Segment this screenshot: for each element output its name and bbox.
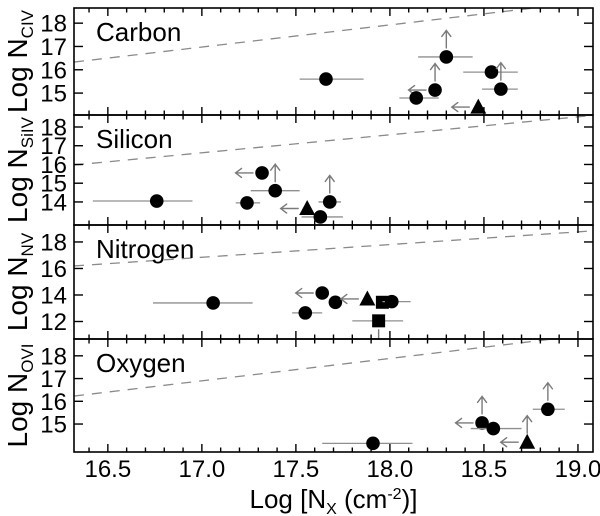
circle-marker: [475, 416, 489, 430]
circle-marker: [149, 194, 164, 208]
dashed-reference-line: [74, 8, 540, 63]
y-tick-label: 17: [40, 366, 67, 393]
y-ticks: [74, 241, 593, 323]
y-tick-label: 18: [40, 229, 67, 256]
x-ticks: [88, 339, 579, 452]
circle-marker: [384, 294, 399, 309]
y-tick-label: 16: [40, 57, 67, 84]
dashed-reference-line: [74, 230, 593, 267]
dashed-reference-line: [74, 339, 559, 397]
limit-arrow-up: [542, 381, 554, 401]
y-tick-label: 14: [40, 189, 67, 216]
triangle-marker: [470, 98, 487, 114]
circle-marker: [313, 210, 328, 224]
y-ticks: [74, 355, 593, 425]
triangle-marker: [299, 200, 316, 216]
y-tick-label: 16: [40, 389, 67, 416]
limit-arrow-up: [270, 163, 281, 183]
limit-arrow-up: [429, 62, 441, 82]
x-axis-label: Log [NX (cm-2)]: [250, 484, 418, 516]
panel-oxygen: [73, 338, 594, 453]
circle-marker: [366, 436, 380, 451]
y-tick-label: 17: [40, 34, 67, 61]
circle-marker: [486, 421, 501, 436]
y-axis-label: Log NCIV: [2, 9, 37, 113]
circle-marker: [484, 65, 499, 79]
triangle-marker: [359, 290, 376, 306]
y-tick-label: 15: [40, 171, 67, 198]
x-tick-label: 18.5: [461, 456, 508, 483]
panel-title: Silicon: [96, 124, 173, 154]
panel-nitrogen: [73, 224, 594, 340]
panel-plot-area: [74, 230, 593, 339]
x-tick-label: 19.0: [555, 456, 600, 483]
y-tick-label: 15: [40, 81, 67, 108]
x-tick-label: 17.5: [273, 456, 320, 483]
y-axis-label: Log NNV: [2, 232, 37, 331]
limit-arrow-up: [521, 414, 533, 434]
circle-marker: [240, 196, 254, 210]
y-tick-label: 14: [40, 282, 67, 309]
triangle-marker: [519, 433, 536, 449]
y-tick-label: 12: [40, 309, 67, 336]
panel-carbon: [73, 7, 594, 116]
limit-arrow-left: [450, 101, 470, 113]
y-ticks: [74, 22, 593, 94]
y-ticks: [74, 126, 593, 203]
y-axis-label: Log NOVI: [2, 343, 37, 447]
y-tick-label: 18: [40, 114, 67, 141]
y-tick-label: 15: [40, 412, 67, 439]
circle-marker: [268, 183, 283, 198]
y-tick-label: 18: [40, 11, 67, 38]
panel-title: Carbon: [96, 17, 181, 47]
x-tick-label: 16.5: [84, 456, 131, 483]
y-tick-label: 16: [40, 152, 67, 179]
y-tick-label: 18: [40, 343, 67, 370]
limit-arrow-up: [441, 29, 452, 49]
circle-marker: [298, 306, 313, 320]
circle-marker: [409, 91, 424, 105]
panel-plot-area: [74, 8, 540, 114]
circle-marker: [315, 286, 330, 300]
panel-title: Nitrogen: [96, 234, 194, 264]
limit-arrow-up: [324, 174, 335, 194]
dashed-reference-line: [74, 115, 593, 166]
circle-marker: [494, 82, 508, 96]
y-tick-label: 16: [40, 256, 67, 283]
y-tick-label: 17: [40, 133, 67, 160]
limit-arrow-left: [234, 167, 254, 179]
circle-marker: [255, 166, 269, 180]
circle-marker: [439, 50, 454, 64]
circle-marker: [541, 402, 555, 417]
limit-arrow-left: [339, 293, 360, 305]
square-marker: [372, 314, 386, 328]
x-tick-label: 17.0: [179, 456, 226, 483]
circle-marker: [319, 72, 333, 86]
circle-marker: [206, 296, 220, 310]
circle-marker: [328, 295, 343, 310]
y-axis-label: Log NSiIV: [2, 116, 37, 223]
circle-marker: [322, 195, 337, 209]
limit-arrow-left: [294, 287, 314, 299]
panel-plot-area: [74, 339, 565, 451]
limit-arrow-up: [495, 61, 507, 81]
circle-marker: [428, 83, 442, 97]
limit-arrow-left: [454, 417, 474, 429]
limit-arrow-left: [499, 437, 519, 448]
limit-arrow-up: [476, 395, 488, 415]
x-ticks: [88, 8, 579, 115]
x-tick-label: 18.0: [367, 456, 414, 483]
limit-arrow-left: [279, 203, 299, 214]
panel-title: Oxygen: [96, 348, 186, 378]
panel-plot-area: [74, 115, 593, 224]
